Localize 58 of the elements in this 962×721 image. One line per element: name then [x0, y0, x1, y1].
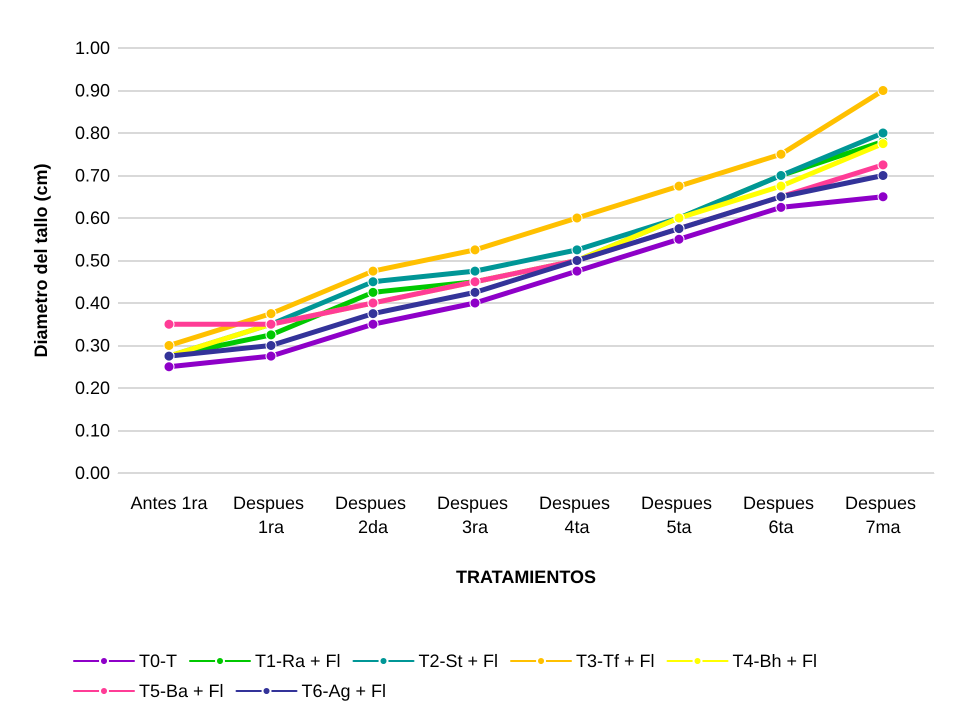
point	[470, 244, 480, 256]
x-tick-label: Despues 6ta	[742, 493, 820, 537]
y-axis-title: Diametro del tallo (cm)	[31, 163, 51, 358]
point	[470, 298, 480, 308]
point	[470, 286, 480, 298]
x-tick-label: Despues 5ta	[640, 493, 718, 537]
x-tick-label: Antes 1ra	[130, 493, 209, 513]
legend-label: T5-Ba + Fl	[139, 681, 224, 701]
legend-label: T4-Bh + Fl	[732, 651, 818, 671]
point	[878, 138, 888, 150]
legend-label: T1-Ra + Fl	[254, 651, 341, 671]
point	[368, 308, 378, 320]
x-tick-label: Despues 1ra	[232, 493, 310, 537]
point	[368, 266, 378, 277]
y-tick-label: 0.90	[74, 80, 110, 100]
point	[776, 180, 786, 192]
y-tick-label: 0.10	[74, 420, 110, 440]
point	[572, 266, 582, 277]
point	[878, 85, 888, 96]
point	[572, 212, 582, 224]
point	[878, 128, 888, 138]
point	[878, 191, 888, 202]
point	[368, 276, 378, 288]
x-tick-label: Despues 7ma	[844, 493, 922, 537]
y-tick-label: 0.00	[74, 463, 110, 483]
y-tick-label: 0.70	[74, 166, 110, 186]
x-axis-title: TRATAMIENTOS	[456, 567, 596, 587]
legend-label: T6-Ag + Fl	[302, 681, 386, 701]
legend-label: T3-Tf + Fl	[576, 651, 655, 671]
x-tick-label: Despues 3ra	[436, 493, 514, 537]
x-tick-label: Despues 4ta	[538, 493, 616, 537]
point	[674, 234, 684, 245]
point	[470, 266, 480, 277]
y-tick-label: 1.00	[74, 38, 110, 58]
x-tick-label: Despues 2da	[334, 493, 412, 537]
legend-label: T2-St + Fl	[418, 651, 498, 671]
y-tick-label: 0.60	[74, 208, 110, 228]
y-tick-label: 0.80	[74, 123, 110, 143]
point	[266, 308, 276, 320]
point	[572, 244, 582, 256]
point	[776, 148, 786, 160]
point	[368, 286, 378, 298]
point	[266, 350, 276, 362]
point	[164, 361, 174, 372]
legend-label: T0-T	[139, 651, 177, 671]
y-tick-label: 0.30	[74, 336, 110, 356]
point	[878, 170, 888, 181]
point	[266, 340, 276, 351]
y-tick-label: 0.50	[74, 250, 110, 270]
point	[164, 318, 174, 330]
point	[164, 340, 174, 351]
point	[266, 329, 276, 340]
point	[368, 318, 378, 330]
y-tick-label: 0.20	[74, 378, 110, 398]
point	[776, 202, 786, 213]
point	[878, 159, 888, 170]
point	[674, 180, 684, 192]
y-tick-label: 0.40	[74, 293, 110, 313]
